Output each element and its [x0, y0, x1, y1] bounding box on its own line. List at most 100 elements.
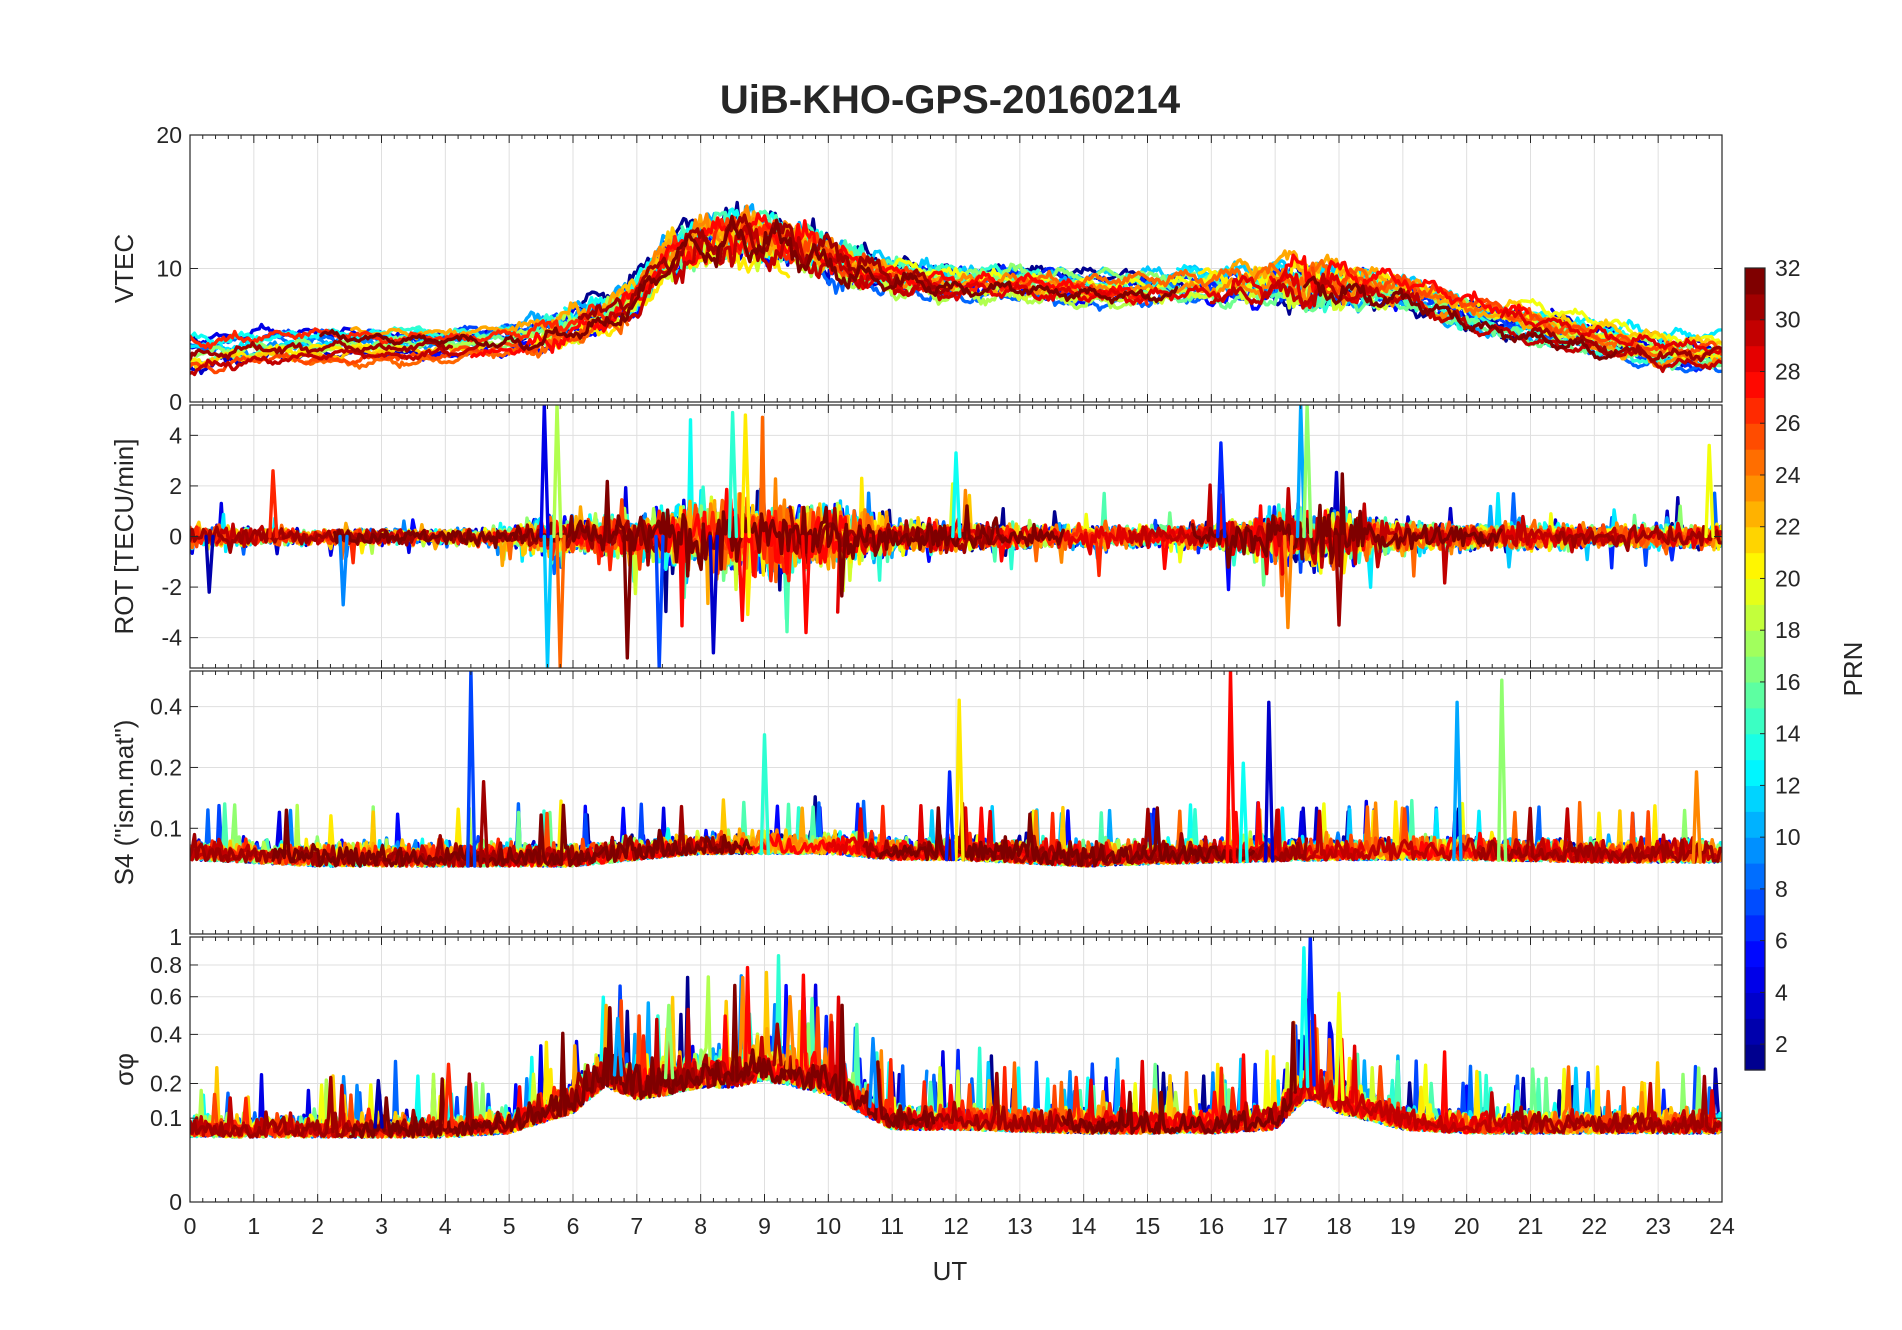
- event-spike: [740, 413, 751, 539]
- prn-8-trace: [816, 262, 1211, 312]
- prn-32-trace: [348, 983, 936, 1139]
- event-spike: [727, 410, 739, 539]
- event-spike: [868, 1036, 879, 1109]
- prn-31-trace: [190, 804, 737, 868]
- colorbar-cell: [1745, 630, 1765, 657]
- event-spike: [268, 469, 279, 539]
- colorbar-cell: [1745, 992, 1765, 1019]
- x-tick-label: 3: [375, 1213, 388, 1239]
- x-tick-label: 7: [630, 1213, 643, 1239]
- colorbar-cell: [1745, 785, 1765, 812]
- colorbar-cell: [1745, 1018, 1765, 1045]
- x-tick-label: 2: [311, 1213, 324, 1239]
- colorbar-cell: [1745, 423, 1765, 450]
- prn-29-trace: [1500, 308, 1722, 355]
- event-spike: [1305, 937, 1316, 1087]
- event-spike: [443, 1062, 455, 1129]
- colorbar-cell: [1745, 656, 1765, 683]
- x-tick-label: 0: [184, 1213, 197, 1239]
- event-spike: [954, 698, 965, 862]
- x-tick-label: 5: [503, 1213, 516, 1239]
- colorbar-tick-label: 20: [1775, 565, 1801, 591]
- event-spike: [1225, 671, 1236, 864]
- event-spike: [1299, 946, 1310, 1089]
- colorbar-cell: [1745, 474, 1765, 502]
- colorbar-cell: [1745, 681, 1765, 709]
- colorbar-tick-label: 2: [1775, 1031, 1788, 1057]
- y-tick-label: 0.2: [150, 754, 182, 780]
- x-axis-label: UT: [933, 1256, 968, 1286]
- colorbar-tick-label: 12: [1775, 772, 1801, 798]
- colorbar-cell: [1745, 863, 1765, 890]
- colorbar-tick-label: 4: [1775, 979, 1788, 1005]
- event-spike: [1452, 700, 1463, 862]
- event-spike: [539, 405, 550, 539]
- event-spike: [622, 534, 633, 660]
- event-spike: [944, 770, 956, 862]
- y-tick-label: 0.4: [150, 1021, 182, 1047]
- prn-28-trace: [470, 212, 1144, 359]
- event-spike: [1283, 534, 1294, 630]
- x-tick-label: 6: [567, 1213, 580, 1239]
- colorbar-tick-label: 18: [1775, 617, 1801, 643]
- event-spike: [555, 534, 566, 668]
- prn-31-trace: [190, 339, 454, 361]
- x-tick-label: 15: [1135, 1213, 1161, 1239]
- x-tick-label: 8: [694, 1213, 707, 1239]
- colorbar-cell: [1745, 707, 1765, 735]
- x-axis: 0 1 2 3 4 5 6 7 8 9 10 11 12 13 14 15 16 17 18 19 20 21 22 23 24: [184, 1213, 1735, 1239]
- event-spike: [542, 534, 553, 668]
- event-spike: [552, 405, 563, 539]
- panel-s4: 0.1 0.2 0.4 S4 ("ism.mat"): [109, 670, 1723, 935]
- x-tick-label: 23: [1645, 1213, 1671, 1239]
- y-tick-label: 10: [156, 256, 182, 282]
- colorbar-cell: [1745, 811, 1765, 838]
- y-tick-label: 0.8: [150, 952, 182, 978]
- y-tick-label: 0: [169, 389, 182, 415]
- event-spike: [1334, 534, 1345, 627]
- x-tick-label: 1: [247, 1213, 260, 1239]
- colorbar-cell: [1745, 552, 1765, 580]
- colorbar-tick-label: 8: [1775, 876, 1788, 902]
- prn-32-trace: [1303, 275, 1617, 361]
- x-tick-label: 9: [758, 1213, 771, 1239]
- colorbar-cell: [1745, 397, 1765, 424]
- colorbar-tick-label: 10: [1775, 824, 1801, 850]
- prn-32-trace: [271, 803, 753, 868]
- x-tick-label: 21: [1518, 1213, 1544, 1239]
- colorbar-cell: [1745, 837, 1765, 864]
- y-tick-label: 0: [169, 1189, 182, 1215]
- colorbar-tick-label: 6: [1775, 928, 1788, 954]
- colorbar-cell: [1745, 449, 1765, 476]
- colorbar-frame: [1744, 267, 1766, 1071]
- prn-25-trace: [1011, 259, 1710, 362]
- colorbar-cell: [1745, 940, 1765, 968]
- event-spike: [1263, 700, 1275, 863]
- prn-32-trace: [1061, 1021, 1297, 1135]
- colorbar-cell: [1745, 500, 1765, 528]
- event-spike: [466, 671, 477, 868]
- y-tick-label: 0.4: [150, 694, 182, 720]
- y-axis-label-rot: ROT [TECU/min]: [109, 439, 139, 635]
- series-group: [190, 200, 1722, 377]
- prn-28-trace: [1269, 253, 1530, 315]
- y-tick-label: 2: [169, 473, 182, 499]
- y-tick-label: 0: [169, 524, 182, 550]
- event-spike: [1302, 405, 1313, 539]
- prn-32-trace: [319, 214, 1179, 351]
- x-tick-label: 11: [880, 1213, 904, 1239]
- y-tick-label: 20: [156, 122, 182, 148]
- prn-31-trace: [1517, 326, 1722, 363]
- panel-vtec: 0 10 20 VTEC: [109, 122, 1723, 415]
- colorbar-cell: [1745, 1044, 1765, 1071]
- x-tick-label: 13: [1007, 1213, 1033, 1239]
- colorbar-tick-label: 14: [1775, 721, 1801, 747]
- colorbar-label: PRN: [1838, 642, 1868, 697]
- colorbar-cell: [1745, 733, 1765, 761]
- series-group: [190, 405, 1722, 668]
- prn-31-trace: [1510, 1074, 1722, 1135]
- x-tick-label: 17: [1262, 1213, 1288, 1239]
- x-tick-label: 10: [816, 1213, 842, 1239]
- x-tick-label: 19: [1390, 1213, 1416, 1239]
